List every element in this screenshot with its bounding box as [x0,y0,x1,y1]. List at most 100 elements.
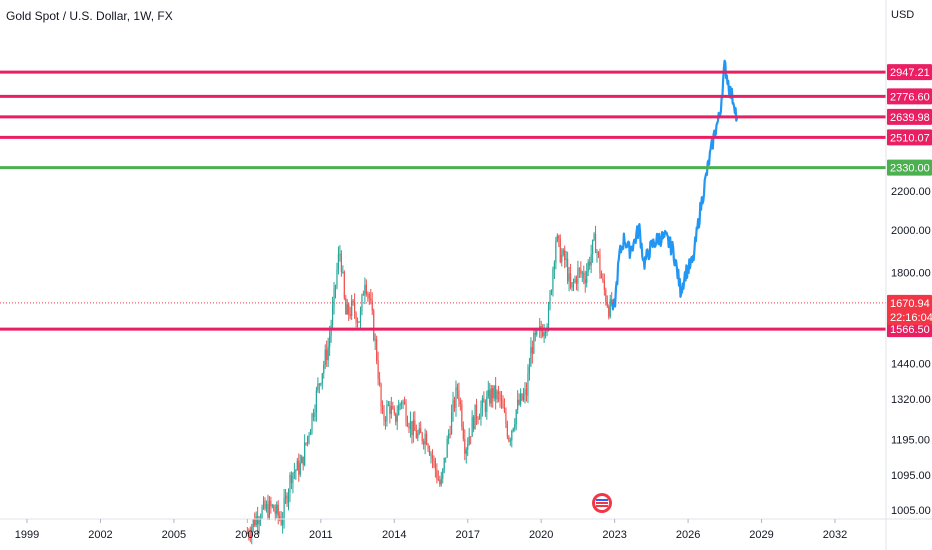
candle-body [462,426,464,440]
candle-body [308,435,310,437]
candle-body [364,284,366,296]
candle-body [262,500,265,508]
level-tag [887,159,932,176]
candle-body [343,271,345,299]
candle-body [381,406,384,411]
candle-body [600,273,603,279]
candle-body [512,428,514,431]
candle-body [334,285,337,289]
y-tick-label: 2200.00 [891,186,931,198]
candle-body [499,393,501,400]
candle-body [502,401,504,409]
candle-body [608,306,610,317]
candle-body [274,511,276,514]
candle-body [574,278,576,283]
y-tick-label: 2000.00 [891,225,931,237]
candle-body [443,458,445,470]
level-tag [887,321,932,338]
candle-body [317,383,319,391]
candle-body [417,433,419,439]
forecast [611,59,739,311]
candle-body [280,518,282,525]
candle-body [555,240,557,263]
candle-body [374,339,376,341]
candle-body [276,504,278,514]
candle-body [327,346,329,361]
candle-body [433,459,435,461]
candle-body [450,412,453,435]
candle-body [371,300,373,311]
candle-body [446,438,448,458]
candle-body [465,449,467,454]
candle-body [415,430,417,439]
flag-icon[interactable] [592,493,612,513]
candle-body [471,416,473,437]
candle-body [583,272,585,279]
currency-label: USD [891,9,915,21]
candle-body [358,321,360,323]
candle-body [470,436,472,438]
candle-body [286,495,288,504]
x-tick-label: 2002 [88,529,112,541]
x-tick-label: 2008 [235,529,259,541]
candle-body [453,399,456,408]
candle-body [405,403,407,422]
candle-body [349,314,351,317]
candle-body [421,433,423,442]
candle-body [427,444,429,449]
candle-body [264,500,266,510]
candle-body [373,310,375,341]
candle-body [522,394,525,400]
candle-body [602,278,604,281]
candle-body [477,418,479,420]
candle-body [342,271,344,273]
level-tag-label: 2510.07 [890,132,930,144]
candle-body [464,439,466,454]
candle-body [505,411,507,425]
candle-body [568,273,570,282]
candle-body [340,253,342,273]
y-tick-label: 1095.00 [891,470,931,482]
candle-body [431,454,434,460]
candle-body [587,261,589,272]
candle-body [436,469,438,479]
candle-body [387,404,389,406]
candle-body [305,442,307,444]
candle-body [298,460,300,475]
candle-body [383,410,385,421]
candle-body [606,301,608,307]
candle-body [282,519,284,525]
y-tick-label: 1440.00 [891,358,931,370]
candle-body [439,480,441,485]
candle-body [412,420,414,436]
candle-body [380,383,382,407]
candle-body [292,473,294,484]
y-tick-label: 1320.00 [891,394,931,406]
candle-body [527,373,529,396]
candle-body [362,294,365,296]
candle-body [309,430,312,436]
candle-body [434,460,437,470]
candle-body [603,280,605,291]
candle-body [468,436,470,445]
candle-body [249,535,251,537]
candle-body [386,405,388,422]
candle-body [337,254,340,270]
candle-body [345,298,347,315]
level-tag [887,129,932,146]
candle-body [584,278,586,284]
candle-body [590,254,592,266]
candle-body [252,519,254,527]
candle-body [326,349,328,361]
candle-body [333,288,335,306]
candle-body [398,405,400,416]
candle-body [359,311,362,323]
candle-body [481,398,484,408]
candle-body [331,305,334,325]
x-tick-label: 1999 [15,529,39,541]
candle-body [302,456,304,465]
forecast-path [611,59,739,311]
candle-body [348,304,350,315]
candle-body [311,413,313,431]
